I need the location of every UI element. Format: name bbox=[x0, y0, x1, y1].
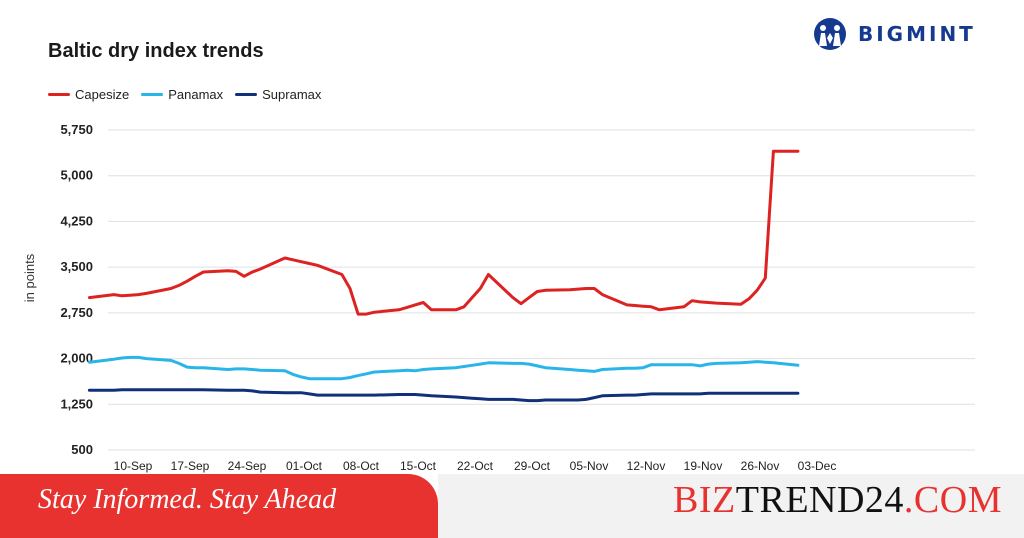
bigmint-emblem-icon bbox=[814, 18, 846, 50]
series-line-panamax bbox=[87, 355, 800, 381]
x-tick-label: 12-Nov bbox=[627, 459, 666, 473]
legend-item-supramax: Supramax bbox=[235, 87, 321, 102]
y-tick-label: 500 bbox=[71, 442, 93, 457]
x-axis-ticks: 10-Sep 17-Sep 24-Sep 01-Oct 08-Oct 15-Oct 22-O… bbox=[114, 459, 837, 473]
legend-swatch-supramax bbox=[235, 93, 258, 96]
brand-part-com: .COM bbox=[903, 479, 1002, 521]
x-tick-label: 08-Oct bbox=[343, 459, 380, 473]
y-axis-ticks: 5,750 5,000 4,250 3,500 2,750 2,000 1,250 500 bbox=[60, 122, 93, 457]
legend-label-panamax: Panamax bbox=[168, 87, 224, 102]
footer-tagline-banner: Stay Informed. Stay Ahead bbox=[0, 474, 438, 538]
line-chart: 5,750 5,000 4,250 3,500 2,750 2,000 1,250 500 1… bbox=[22, 122, 975, 473]
legend-item-capesize: Capesize bbox=[48, 87, 129, 102]
x-tick-label: 26-Nov bbox=[741, 459, 780, 473]
x-tick-label: 22-Oct bbox=[457, 459, 494, 473]
chart-legend: Capesize Panamax Supramax bbox=[48, 87, 321, 102]
y-axis-label: in points bbox=[22, 253, 37, 302]
footer-tagline: Stay Informed. Stay Ahead bbox=[38, 484, 337, 515]
y-tick-label: 5,750 bbox=[60, 122, 93, 137]
x-tick-label: 03-Dec bbox=[798, 459, 837, 473]
x-tick-label: 15-Oct bbox=[400, 459, 437, 473]
legend-item-panamax: Panamax bbox=[141, 87, 223, 102]
brand-part-trend: TREND24 bbox=[735, 479, 904, 521]
legend-label-capesize: Capesize bbox=[75, 87, 130, 102]
chart-series bbox=[87, 149, 800, 403]
y-tick-label: 4,250 bbox=[60, 213, 93, 228]
y-tick-label: 2,000 bbox=[60, 351, 93, 366]
legend-swatch-capesize bbox=[48, 93, 70, 96]
y-tick-label: 2,750 bbox=[60, 305, 93, 320]
series-line-capesize bbox=[87, 149, 800, 316]
x-tick-label: 19-Nov bbox=[684, 459, 723, 473]
x-tick-label: 17-Sep bbox=[171, 459, 210, 473]
bigmint-logo: BIGMINT bbox=[812, 16, 976, 52]
y-tick-label: 5,000 bbox=[60, 168, 93, 183]
y-tick-label: 1,250 bbox=[60, 396, 93, 411]
x-tick-label: 29-Oct bbox=[514, 459, 551, 473]
x-tick-label: 24-Sep bbox=[228, 459, 267, 473]
x-tick-label: 10-Sep bbox=[114, 459, 153, 473]
bigmint-logo-text: BIGMINT bbox=[858, 22, 976, 46]
chart-title: Baltic dry index trends bbox=[48, 40, 264, 62]
x-tick-label: 05-Nov bbox=[570, 459, 609, 473]
legend-swatch-panamax bbox=[141, 93, 164, 96]
brand-part-biz: BIZ bbox=[673, 479, 736, 521]
chart-grid bbox=[108, 129, 975, 451]
series-line-supramax bbox=[87, 388, 800, 403]
legend-label-supramax: Supramax bbox=[262, 87, 322, 102]
biztrend-brand[interactable]: BIZTREND24.COM bbox=[673, 478, 1002, 522]
y-tick-label: 3,500 bbox=[60, 259, 93, 274]
x-tick-label: 01-Oct bbox=[286, 459, 323, 473]
footer-brand-area: BIZTREND24.COM bbox=[438, 474, 1024, 538]
